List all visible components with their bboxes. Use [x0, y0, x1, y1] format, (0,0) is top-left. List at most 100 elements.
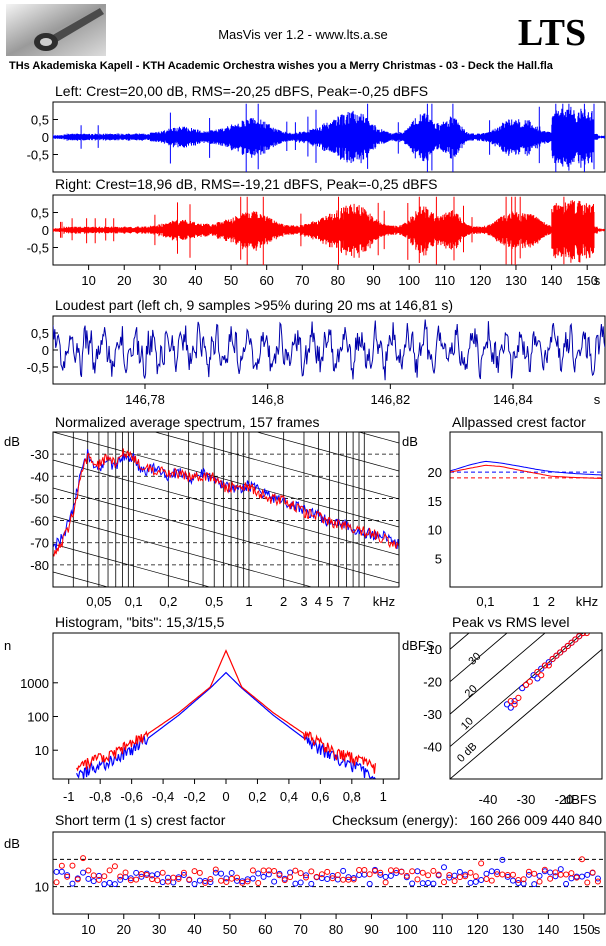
crest-point	[117, 873, 124, 880]
crest-diagonal-label: 40	[470, 618, 487, 635]
crest-point	[467, 879, 474, 886]
crest-point	[441, 864, 447, 871]
crest-point	[430, 880, 437, 887]
x-tick-label: 80	[331, 273, 345, 288]
peak-rms-point	[534, 675, 541, 682]
crest-diagonal	[450, 633, 546, 715]
y-tick-label: 1000	[20, 676, 49, 691]
crest-point	[53, 879, 60, 886]
header: MasVis ver 1.2 - www.lts.a.se LTS THs Ak…	[6, 4, 586, 72]
crest-point	[297, 879, 304, 886]
spectrum-y-unit: dB	[4, 434, 20, 449]
crest-point	[504, 873, 511, 880]
y-tick-label: 0	[42, 343, 49, 358]
x-tick-label: 80	[329, 922, 343, 937]
crest-point	[255, 879, 262, 886]
crest-point	[180, 869, 187, 876]
crest-point	[462, 873, 469, 880]
y-tick-label: -10	[423, 642, 442, 657]
crest-point	[106, 879, 113, 886]
slope-line	[53, 515, 313, 587]
crest-point	[594, 875, 601, 882]
crest-point	[579, 856, 585, 863]
crest-point	[308, 868, 315, 875]
histogram-series	[76, 649, 376, 774]
peak-rms-point	[538, 672, 545, 679]
crest-point	[313, 873, 320, 880]
crest-point	[467, 869, 474, 876]
y-tick-label: 0	[42, 130, 49, 145]
crest-point	[589, 869, 596, 876]
slope-line	[153, 432, 399, 500]
x-tick-label: 10	[81, 273, 95, 288]
x-tick-label: 0,6	[311, 789, 329, 804]
crest-diagonal	[450, 633, 508, 683]
crest-point	[494, 868, 501, 875]
crest-point	[579, 873, 585, 880]
crest-point	[218, 870, 225, 877]
checksum-label: Checksum (energy): 160 266 009 440 840	[332, 812, 602, 828]
loudest-part-panel: Loudest part (left ch, 9 samples >95% du…	[27, 297, 606, 407]
crest-point	[260, 873, 267, 880]
right-waveform-title: Right: Crest=18,96 dB, RMS=-19,21 dBFS, …	[55, 176, 437, 192]
crest-point	[382, 879, 389, 886]
peak-rms-point	[522, 681, 530, 689]
brand-logo: LTS	[518, 12, 586, 54]
x-tick-label: 3	[300, 594, 307, 609]
crest-point	[292, 880, 299, 887]
crest-point	[531, 870, 538, 877]
peak-rms-point	[564, 642, 571, 650]
crest-point	[133, 876, 140, 883]
crest-point	[547, 875, 554, 882]
crest-point	[159, 879, 166, 886]
crest-point	[249, 867, 256, 874]
x-tick-label: 5	[326, 594, 333, 609]
x-tick-label: 2	[280, 594, 287, 609]
short-term-crest-title: Short term (1 s) crest factor	[55, 812, 226, 828]
crest-point	[456, 869, 463, 876]
peak-rms-point	[538, 665, 545, 672]
y-tick-label: 10	[428, 523, 442, 538]
crest-point	[154, 877, 161, 884]
x-tick-label: 10	[81, 922, 95, 937]
crest-point	[451, 872, 458, 879]
crest-point	[584, 879, 591, 886]
crest-point	[488, 877, 495, 884]
crest-point	[186, 876, 193, 883]
crest-point	[228, 869, 235, 876]
crest-point	[138, 873, 145, 880]
crest-diagonal-label: 10	[459, 715, 476, 732]
crest-point	[255, 870, 262, 877]
crest-point	[85, 867, 92, 874]
crest-point	[85, 875, 92, 882]
crest-diagonal	[450, 633, 584, 747]
crest-point	[143, 872, 150, 879]
x-tick-label: -1	[63, 789, 75, 804]
right-waveform-trace	[53, 196, 605, 265]
allpassed-crest-frame	[449, 431, 603, 588]
y-tick-label: 5	[435, 551, 442, 566]
crest-point	[260, 867, 267, 874]
peak-rms-point	[530, 672, 537, 679]
y-tick-label: -80	[30, 558, 49, 573]
spectrum-series	[53, 449, 399, 551]
crest-point	[111, 881, 118, 888]
crest-point	[249, 875, 256, 882]
crest-point	[90, 872, 97, 879]
x-tick-label: 140	[541, 273, 563, 288]
peak-rms-point	[507, 704, 514, 711]
crest-point	[425, 880, 432, 887]
crest-diagonal-label: 20	[463, 683, 480, 700]
x-tick-label: 0,2	[159, 594, 177, 609]
x-tick-label: -0,6	[120, 789, 142, 804]
y-tick-label: 0,5	[31, 326, 49, 341]
spectrum-panel: Normalized average spectrum, 157 frames …	[4, 414, 400, 609]
x-tick-label: 40	[187, 922, 201, 937]
y-tick-label: -0,5	[27, 360, 49, 375]
crest-point	[90, 878, 97, 885]
x-tick-label: -20	[555, 792, 574, 807]
y-tick-label: -0,5	[27, 241, 49, 256]
crest-point	[387, 867, 394, 874]
loudest-part-title: Loudest part (left ch, 9 samples >95% du…	[55, 297, 453, 313]
y-tick-label: 10	[35, 880, 49, 895]
